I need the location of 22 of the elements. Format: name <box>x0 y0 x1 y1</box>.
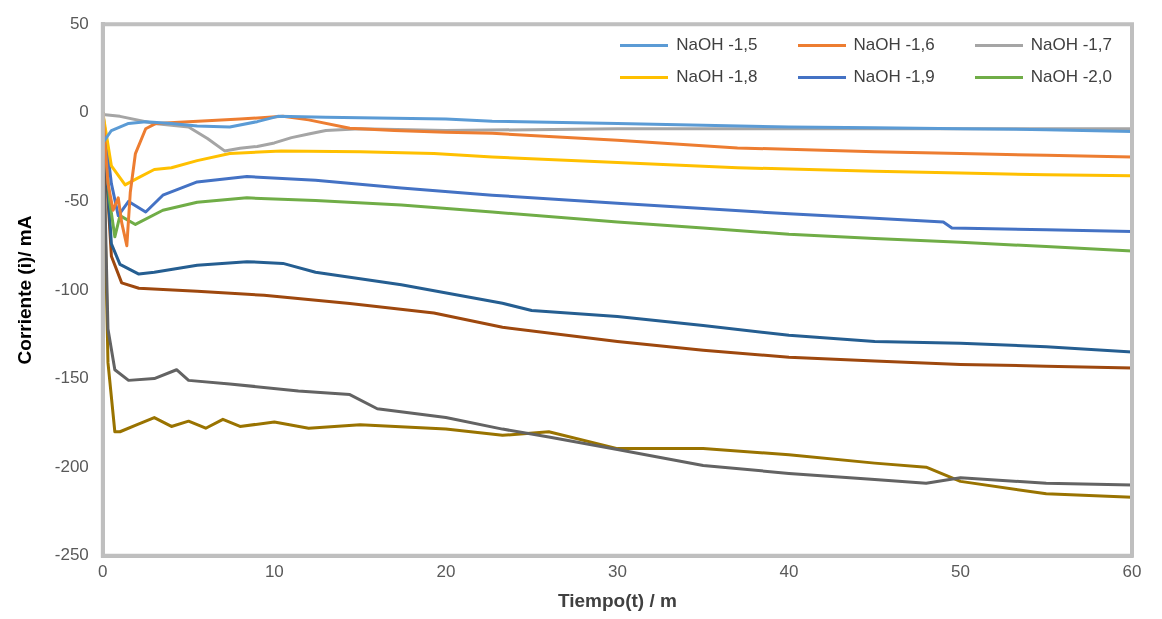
legend-label: NaOH -1,5 <box>676 35 758 55</box>
y-tick-label: 0 <box>79 102 89 122</box>
y-tick-label: -250 <box>54 545 89 565</box>
y-tick-label: -50 <box>64 191 89 211</box>
legend-label: NaOH -1,7 <box>1030 35 1112 55</box>
x-tick-label: 50 <box>951 561 970 581</box>
y-axis-title: Corriente (i)/ mA <box>13 215 35 365</box>
x-axis-title: Tiempo(t) / m <box>557 589 677 611</box>
x-tick-label: 60 <box>1122 561 1142 581</box>
x-tick-label: 40 <box>779 561 799 581</box>
y-tick-label: -100 <box>54 279 89 299</box>
x-tick-label: 10 <box>264 561 284 581</box>
y-tick-label: 50 <box>69 13 89 33</box>
legend-label: NaOH -1,6 <box>853 35 935 55</box>
legend-label: NaOH -1,9 <box>853 67 935 87</box>
x-tick-label: 20 <box>436 561 456 581</box>
y-tick-label: -150 <box>54 368 89 388</box>
y-tick-label: -200 <box>54 456 89 476</box>
x-tick-label: 0 <box>98 561 108 581</box>
legend-label: NaOH -1,8 <box>676 67 758 87</box>
legend-label: NaOH -2,0 <box>1030 67 1112 87</box>
x-tick-label: 30 <box>607 561 627 581</box>
